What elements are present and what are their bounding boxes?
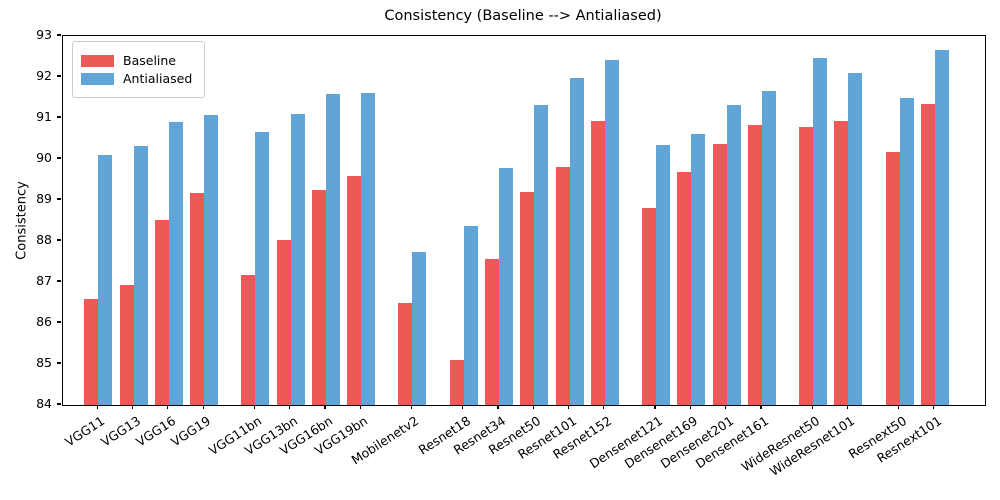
y-tick-label: 88 <box>36 232 52 247</box>
y-tick-label: 90 <box>36 150 52 165</box>
x-tick-mark <box>324 405 326 410</box>
bar-baseline-VGG13bn <box>276 239 291 405</box>
x-tick-mark <box>410 405 413 410</box>
bar-antialiased-Resnet34 <box>498 168 513 405</box>
x-tick-mark <box>933 405 935 410</box>
bar-antialiased-Densenet201 <box>726 104 741 405</box>
y-tick-mark <box>57 157 61 159</box>
bar-antialiased-Resnet18 <box>463 226 478 405</box>
bar-baseline-VGG16 <box>154 219 169 405</box>
x-tick-mark <box>654 405 656 410</box>
bar-antialiased-VGG11bn <box>255 131 270 405</box>
bar-antialiased-Resnet50 <box>534 104 549 405</box>
bar-baseline-Densenet169 <box>677 172 692 405</box>
bar-baseline-VGG11bn <box>241 275 256 405</box>
y-axis-label: Consistency <box>14 181 30 260</box>
y-tick-label: 85 <box>36 355 52 370</box>
bar-baseline-Resnet18 <box>449 359 464 405</box>
bar-baseline-Resnext50 <box>885 152 900 405</box>
bar-antialiased-VGG13bn <box>290 113 305 405</box>
y-tick-label: 93 <box>36 27 52 42</box>
bar-antialiased-Resnet152 <box>604 59 619 405</box>
y-tick-label: 91 <box>36 109 52 124</box>
bar-baseline-VGG16bn <box>311 190 326 405</box>
y-tick-label: 92 <box>36 68 52 83</box>
bar-antialiased-VGG13 <box>133 146 148 405</box>
x-tick-mark <box>725 405 727 410</box>
y-tick-label: 86 <box>36 314 52 329</box>
bar-baseline-Resnet34 <box>484 259 499 405</box>
bar-antialiased-Densenet161 <box>761 90 776 405</box>
y-tick-mark <box>57 34 61 36</box>
x-tick-mark <box>253 405 255 410</box>
bar-antialiased-VGG19 <box>204 114 219 405</box>
bar-antialiased-Resnext101 <box>934 49 949 405</box>
bar-baseline-Mobilenetv2 <box>398 302 413 405</box>
x-tick-mark <box>462 405 464 410</box>
y-tick-mark <box>57 239 61 241</box>
x-tick-mark <box>689 405 691 410</box>
x-tick-mark <box>760 405 762 410</box>
bar-antialiased-VGG19bn <box>361 93 376 405</box>
bar-antialiased-VGG16 <box>168 121 183 405</box>
chart-title: Consistency (Baseline --> Antialiased) <box>384 8 662 24</box>
x-tick-mark <box>202 405 204 410</box>
bar-baseline-VGG13 <box>119 285 134 405</box>
bar-baseline-VGG19 <box>190 193 205 405</box>
y-tick-mark <box>57 403 61 405</box>
bar-baseline-Resnet152 <box>590 121 605 405</box>
bar-antialiased-Densenet169 <box>691 134 706 405</box>
bar-baseline-Resnext101 <box>920 104 935 405</box>
bar-baseline-WideResnet101 <box>834 120 849 405</box>
y-tick-mark <box>57 75 61 77</box>
x-tick-mark <box>811 405 813 410</box>
x-tick-mark <box>497 405 499 410</box>
x-tick-mark <box>289 405 291 410</box>
y-tick-mark <box>57 321 61 323</box>
bar-baseline-WideResnet50 <box>799 127 814 405</box>
bar-antialiased-Resnet101 <box>569 78 584 405</box>
bar-antialiased-WideResnet50 <box>813 58 828 405</box>
legend: Baseline Antialiased <box>72 41 206 98</box>
bar-antialiased-WideResnet101 <box>848 72 863 405</box>
bar-baseline-Resnet101 <box>555 166 570 405</box>
antialiased-swatch-icon <box>81 72 114 85</box>
bar-baseline-Resnet50 <box>520 191 535 405</box>
baseline-swatch-icon <box>81 54 114 67</box>
bar-baseline-VGG19bn <box>347 175 362 405</box>
x-tick-mark <box>567 405 570 410</box>
x-tick-mark <box>96 405 98 410</box>
y-tick-label: 89 <box>36 191 52 206</box>
legend-label-baseline: Baseline <box>123 53 176 68</box>
bar-antialiased-Mobilenetv2 <box>412 252 427 405</box>
x-tick-mark <box>846 405 848 410</box>
y-tick-mark <box>57 362 61 364</box>
bar-baseline-Densenet161 <box>747 125 762 405</box>
x-tick-mark <box>898 405 900 410</box>
bar-antialiased-Resnext50 <box>899 98 914 405</box>
bar-baseline-Densenet121 <box>642 207 657 405</box>
plot-area <box>62 35 986 406</box>
x-tick-mark <box>532 405 534 410</box>
bar-baseline-VGG11 <box>84 299 99 405</box>
bar-baseline-Densenet201 <box>712 144 727 405</box>
bar-antialiased-Densenet121 <box>656 144 671 405</box>
y-tick-label: 87 <box>36 273 52 288</box>
x-tick-mark <box>132 405 134 410</box>
y-tick-mark <box>57 116 61 118</box>
y-tick-mark <box>57 198 61 200</box>
legend-item-baseline: Baseline <box>81 53 192 68</box>
x-tick-mark <box>603 405 605 410</box>
legend-item-antialiased: Antialiased <box>81 71 192 86</box>
bar-antialiased-VGG11 <box>98 155 113 405</box>
bar-antialiased-VGG16bn <box>325 94 340 405</box>
x-tick-mark <box>359 405 361 410</box>
legend-label-antialiased: Antialiased <box>123 71 193 86</box>
x-tick-mark <box>167 405 169 410</box>
y-tick-label: 84 <box>36 396 52 411</box>
y-tick-mark <box>57 280 61 282</box>
